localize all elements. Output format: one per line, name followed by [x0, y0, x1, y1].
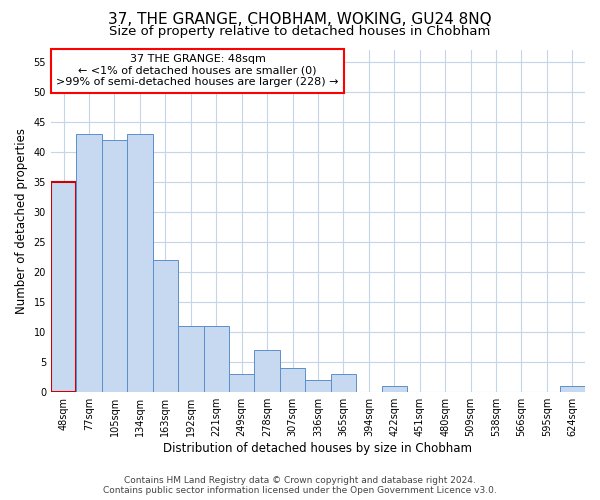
Bar: [560, 386, 585, 392]
Text: 37, THE GRANGE, CHOBHAM, WOKING, GU24 8NQ: 37, THE GRANGE, CHOBHAM, WOKING, GU24 8N…: [108, 12, 492, 28]
Bar: [254, 350, 280, 392]
X-axis label: Distribution of detached houses by size in Chobham: Distribution of detached houses by size …: [163, 442, 472, 455]
Y-axis label: Number of detached properties: Number of detached properties: [15, 128, 28, 314]
Bar: [178, 326, 203, 392]
Bar: [51, 182, 76, 392]
Text: Contains HM Land Registry data © Crown copyright and database right 2024.
Contai: Contains HM Land Registry data © Crown c…: [103, 476, 497, 495]
Text: Size of property relative to detached houses in Chobham: Size of property relative to detached ho…: [109, 25, 491, 38]
Bar: [229, 374, 254, 392]
Text: 37 THE GRANGE: 48sqm
← <1% of detached houses are smaller (0)
>99% of semi-detac: 37 THE GRANGE: 48sqm ← <1% of detached h…: [56, 54, 339, 88]
Bar: [382, 386, 407, 392]
Bar: [203, 326, 229, 392]
Bar: [331, 374, 356, 392]
Bar: [305, 380, 331, 392]
Bar: [280, 368, 305, 392]
Bar: [127, 134, 152, 392]
Bar: [102, 140, 127, 392]
Bar: [152, 260, 178, 392]
Bar: [76, 134, 102, 392]
